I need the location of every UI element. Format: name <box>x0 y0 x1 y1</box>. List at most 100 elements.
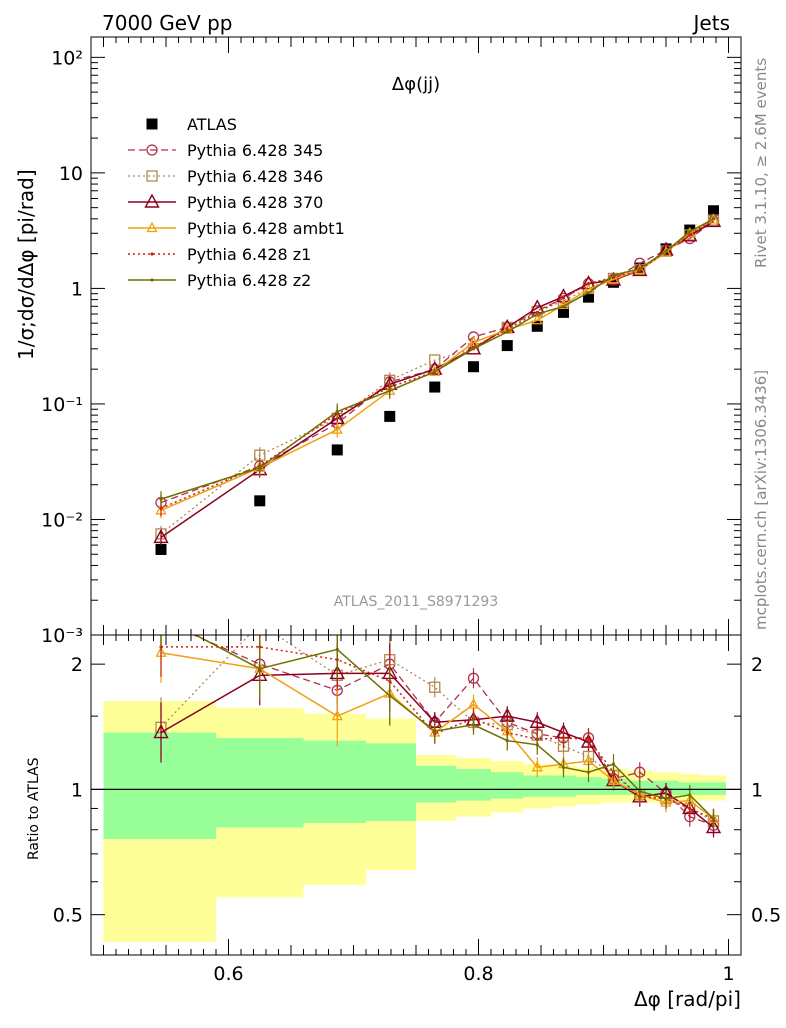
legend-label: Pythia 6.428 345 <box>187 141 323 160</box>
data-point <box>638 267 642 271</box>
ratio-y-tick-label-right: 2 <box>751 654 763 676</box>
ratio-point <box>711 817 716 821</box>
ratio-point <box>561 765 566 769</box>
legend-item: Pythia 6.428 z1 <box>128 245 311 264</box>
data-point <box>254 495 266 507</box>
ratio-point <box>611 762 616 766</box>
ratio-point <box>258 667 262 671</box>
data-point <box>335 409 339 414</box>
data-point <box>153 528 169 544</box>
ratio-point <box>634 766 646 778</box>
ratio-point <box>153 724 169 739</box>
ratio-point <box>664 797 668 801</box>
ratio-data-layer <box>153 635 722 838</box>
ratio-y-axis-label: Ratio to ATLAS <box>26 757 42 860</box>
data-point <box>505 330 509 334</box>
ratio-point <box>433 729 437 733</box>
data-point <box>501 340 513 352</box>
data-point <box>331 444 343 456</box>
ratio-axes: 0.5 0.5 1 1 2 2 0.6 0.8 1 <box>53 635 781 985</box>
ratio-point <box>638 789 642 793</box>
data-point <box>664 249 668 253</box>
legend-marker <box>144 193 160 208</box>
data-point <box>555 288 572 303</box>
legend-item: Pythia 6.428 345 <box>128 141 323 160</box>
ratio-point <box>388 694 392 698</box>
x-tick-label: 0.6 <box>213 963 243 985</box>
data-point <box>531 313 543 325</box>
header-right: Jets <box>692 11 730 35</box>
ratio-y-tick-label-right: 1 <box>751 779 763 801</box>
data-point <box>660 243 672 255</box>
legend-label: Pythia 6.428 z1 <box>187 245 311 264</box>
legend-marker <box>146 221 158 233</box>
x-axis-label: Δφ [rad/pi] <box>634 987 741 1011</box>
data-point <box>535 312 539 316</box>
data-point <box>557 298 570 310</box>
legend-item: ATLAS <box>146 115 237 134</box>
side-label-top: Rivet 3.1.10, ≥ 2.6M events <box>752 58 770 268</box>
data-point <box>384 410 396 422</box>
ratio-line <box>161 646 714 820</box>
data-point <box>159 506 163 510</box>
band-inner <box>551 775 576 797</box>
data-point <box>468 361 479 373</box>
ratio-point <box>586 770 591 774</box>
legend: ATLAS Pythia 6.428 345 Pythia 6.428 346 Pyt… <box>128 115 345 290</box>
legend-marker <box>150 252 154 256</box>
data-point <box>427 360 443 375</box>
band-inner <box>491 772 524 799</box>
main-axes: 10⁻³ 10⁻² 10⁻¹ 1 10 10² <box>41 37 741 647</box>
data-point <box>708 205 719 217</box>
ratio-point <box>705 819 722 834</box>
ratio-point <box>159 645 163 649</box>
legend-label: Pythia 6.428 ambt1 <box>187 219 345 238</box>
ratio-point <box>688 793 692 797</box>
analysis-label: ATLAS_2011_S8971293 <box>334 594 499 610</box>
ratio-point <box>607 774 620 785</box>
band-inner <box>601 778 628 795</box>
series-line <box>160 219 714 535</box>
ratio-point <box>335 647 339 652</box>
legend-item: Pythia 6.428 346 <box>128 167 323 186</box>
data-point <box>660 245 672 257</box>
y-tick-label: 10 <box>59 163 83 185</box>
data-point <box>611 273 616 277</box>
main-panel: 10⁻³ 10⁻² 10⁻¹ 1 10 10² Δφ(jj) ATLAS_2011_S89… <box>14 36 742 647</box>
data-point <box>586 282 591 286</box>
ratio-uncertainty-bands <box>103 701 726 942</box>
data-point <box>159 497 163 501</box>
ratio-point <box>531 760 543 772</box>
legend-item: Pythia 6.428 z2 <box>128 271 311 290</box>
band-inner <box>416 765 456 803</box>
ratio-point <box>561 736 566 740</box>
ratio-point <box>471 723 476 727</box>
data-point <box>331 423 343 434</box>
ratio-y-tick-label-left: 2 <box>71 654 83 676</box>
data-point <box>561 296 566 300</box>
legend-label: Pythia 6.428 z2 <box>187 271 311 290</box>
data-point <box>688 233 692 237</box>
data-point <box>583 291 594 303</box>
band-inner <box>366 743 416 821</box>
data-point <box>711 217 716 221</box>
data-point <box>707 213 720 224</box>
data-point <box>471 347 476 351</box>
band-inner <box>701 782 726 795</box>
data-point <box>531 320 543 332</box>
legend-label: Pythia 6.428 370 <box>187 193 323 212</box>
ratio-point <box>467 672 480 684</box>
x-tick-label: 1 <box>722 963 734 985</box>
data-point <box>505 327 509 332</box>
band-inner <box>216 737 304 828</box>
ratio-point <box>499 707 515 722</box>
chart-title: Δφ(jj) <box>392 74 440 95</box>
ratio-point <box>535 743 539 747</box>
series-pythia-6 <box>159 217 716 508</box>
legend-marker <box>146 170 158 182</box>
legend-label: Pythia 6.428 346 <box>187 167 323 186</box>
data-point <box>558 306 569 318</box>
ratio-point <box>505 739 509 743</box>
y-tick-label: 10² <box>51 47 83 69</box>
